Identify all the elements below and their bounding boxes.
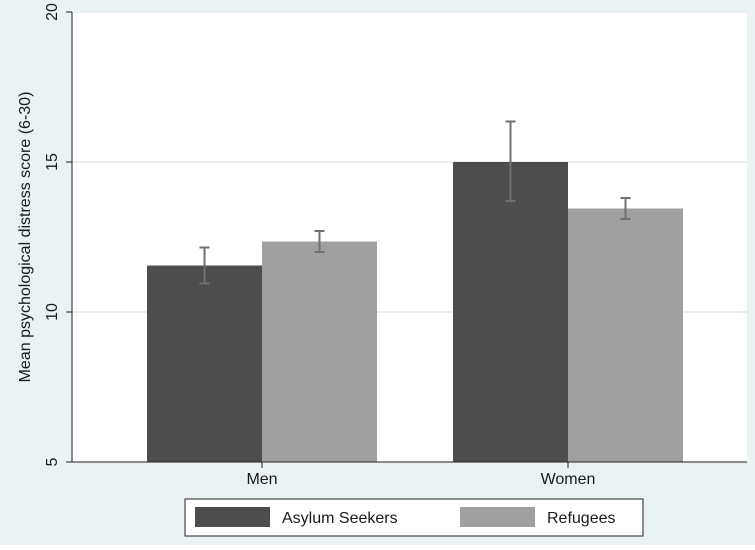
x-tick-label-men: Men: [246, 471, 277, 488]
bar-asylum-seekers-men: [147, 265, 262, 462]
legend-label-asylum-seekers: Asylum Seekers: [282, 510, 398, 527]
legend-label-refugees: Refugees: [547, 510, 616, 527]
y-ticks: 5 10 15 20: [44, 3, 72, 466]
error-bars: [199, 120, 631, 285]
bar-refugees-women: [568, 208, 683, 462]
y-tick-label: 15: [44, 153, 61, 171]
y-tick-label: 20: [44, 3, 61, 21]
x-tick-label-women: Women: [541, 471, 596, 488]
y-tick-label: 10: [44, 303, 61, 321]
bars: [147, 162, 683, 462]
legend-swatch-refugees: [460, 507, 535, 527]
y-axis-label: Mean psychological distress score (6-30): [17, 92, 34, 383]
x-ticks: Men Women: [246, 462, 595, 488]
legend: Asylum Seekers Refugees: [184, 498, 644, 537]
bar-asylum-seekers-women: [453, 162, 568, 462]
y-tick-label: 5: [44, 457, 61, 466]
legend-swatch-asylum-seekers: [195, 507, 270, 527]
bar-refugees-men: [262, 241, 377, 462]
